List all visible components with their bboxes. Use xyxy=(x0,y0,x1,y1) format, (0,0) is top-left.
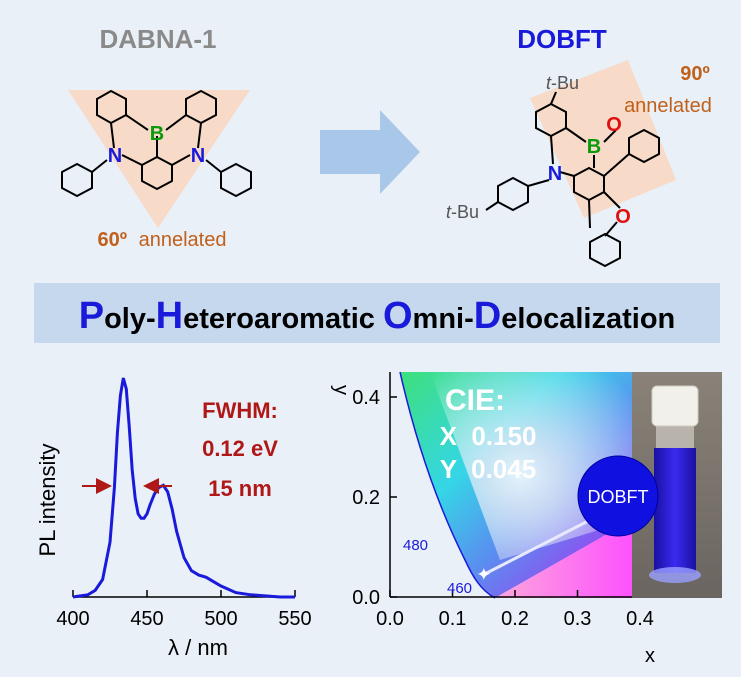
pl-xtick-label: 550 xyxy=(278,608,311,630)
pl-ylabel: PL intensity xyxy=(35,444,60,557)
dobft-tbu-top: t-Bu xyxy=(546,73,579,93)
dobft-oxygen-top: O xyxy=(606,114,622,136)
pl-xtick-label: 500 xyxy=(204,608,237,630)
dobft-tbu-left-t: t xyxy=(446,202,452,222)
cie-x-value: X 0.150 xyxy=(440,421,537,451)
dobft-tbu-top-t: t xyxy=(546,73,552,93)
banner-D: D xyxy=(474,295,501,337)
dobft-bubble-label: DOBFT xyxy=(588,487,649,507)
cie-xtick-label: 0.4 xyxy=(626,608,654,630)
transform-arrow xyxy=(320,110,420,194)
cie-wl-480: 480 xyxy=(403,537,428,554)
cie-xlabel: x xyxy=(645,645,655,667)
dobft-bubble xyxy=(577,455,659,537)
left-annotation-word: annelated xyxy=(139,229,227,251)
left-title: DABNA-1 xyxy=(100,24,217,54)
cie-ylabel: y xyxy=(330,385,352,395)
pl-xlabel: λ / nm xyxy=(168,635,228,660)
dobft-tbu-left-bu: -Bu xyxy=(451,202,479,222)
dabna-nitrogen-right: N xyxy=(191,145,205,167)
banner-mni: mni- xyxy=(413,303,474,335)
banner-title: Poly-Heteroaromatic Omni-Delocalization xyxy=(79,295,676,337)
cie-connector xyxy=(483,518,591,576)
dabna-boron-label: B xyxy=(150,123,164,145)
fwhm-nm: 15 nm xyxy=(208,476,272,501)
banner-O: O xyxy=(383,295,413,337)
banner-oly: oly- xyxy=(104,303,156,335)
cie-point-marker: ✦ xyxy=(476,565,491,585)
cie-ytick-label: 0.0 xyxy=(352,587,380,609)
vial-photo xyxy=(632,372,722,598)
banner-H: H xyxy=(156,295,183,337)
pl-spectrum-line xyxy=(72,377,295,599)
dobft-tbu-left: t-Bu xyxy=(446,202,479,222)
dabna-nitrogen-left: N xyxy=(108,145,122,167)
cie-magenta-region xyxy=(495,520,632,598)
dobft-nitrogen-label: N xyxy=(548,163,562,185)
banner-P: P xyxy=(79,295,104,337)
dobft-oxygen-furan: O xyxy=(615,206,631,228)
banner-elocalization: elocalization xyxy=(501,303,675,335)
cie-xtick-label: 0.3 xyxy=(564,608,592,630)
banner-eteroaromatic: eteroaromatic xyxy=(183,303,383,335)
right-annelation-square xyxy=(530,60,676,218)
pl-chart: 400 450 500 550 xyxy=(56,377,312,630)
pl-xtick-label: 450 xyxy=(130,608,163,630)
dobft-boron-label: B xyxy=(587,136,601,158)
cie-xtick-label: 0.2 xyxy=(501,608,529,630)
cie-wl-460: 460 xyxy=(447,580,472,597)
cie-ytick-label: 0.2 xyxy=(352,487,380,509)
fwhm-label: FWHM: xyxy=(202,398,278,423)
cie-ytick-label: 0.4 xyxy=(352,387,380,409)
right-title: DOBFT xyxy=(517,24,607,54)
pl-xtick-label: 400 xyxy=(56,608,89,630)
cie-spectral-locus xyxy=(399,371,496,599)
cie-chart: 0.0 0.1 0.2 0.3 0.4 0.0 0.2 0.4 xyxy=(352,371,654,630)
dobft-structure xyxy=(485,91,660,268)
left-annotation-angle: 60º xyxy=(98,229,128,251)
dabna-structure xyxy=(61,89,252,198)
right-annotation-word: annelated xyxy=(624,95,712,117)
cie-xtick-label: 0.1 xyxy=(439,608,467,630)
left-annotation: 60º annelated xyxy=(98,229,227,251)
cie-xtick-label: 0.0 xyxy=(376,608,404,630)
fwhm-ev: 0.12 eV xyxy=(202,436,278,461)
banner-background xyxy=(34,283,720,343)
cie-title: CIE: xyxy=(445,384,505,417)
dobft-tbu-top-bu: -Bu xyxy=(551,73,579,93)
right-annotation-angle: 90º xyxy=(680,63,710,85)
cie-y-value: Y 0.045 xyxy=(440,454,536,484)
